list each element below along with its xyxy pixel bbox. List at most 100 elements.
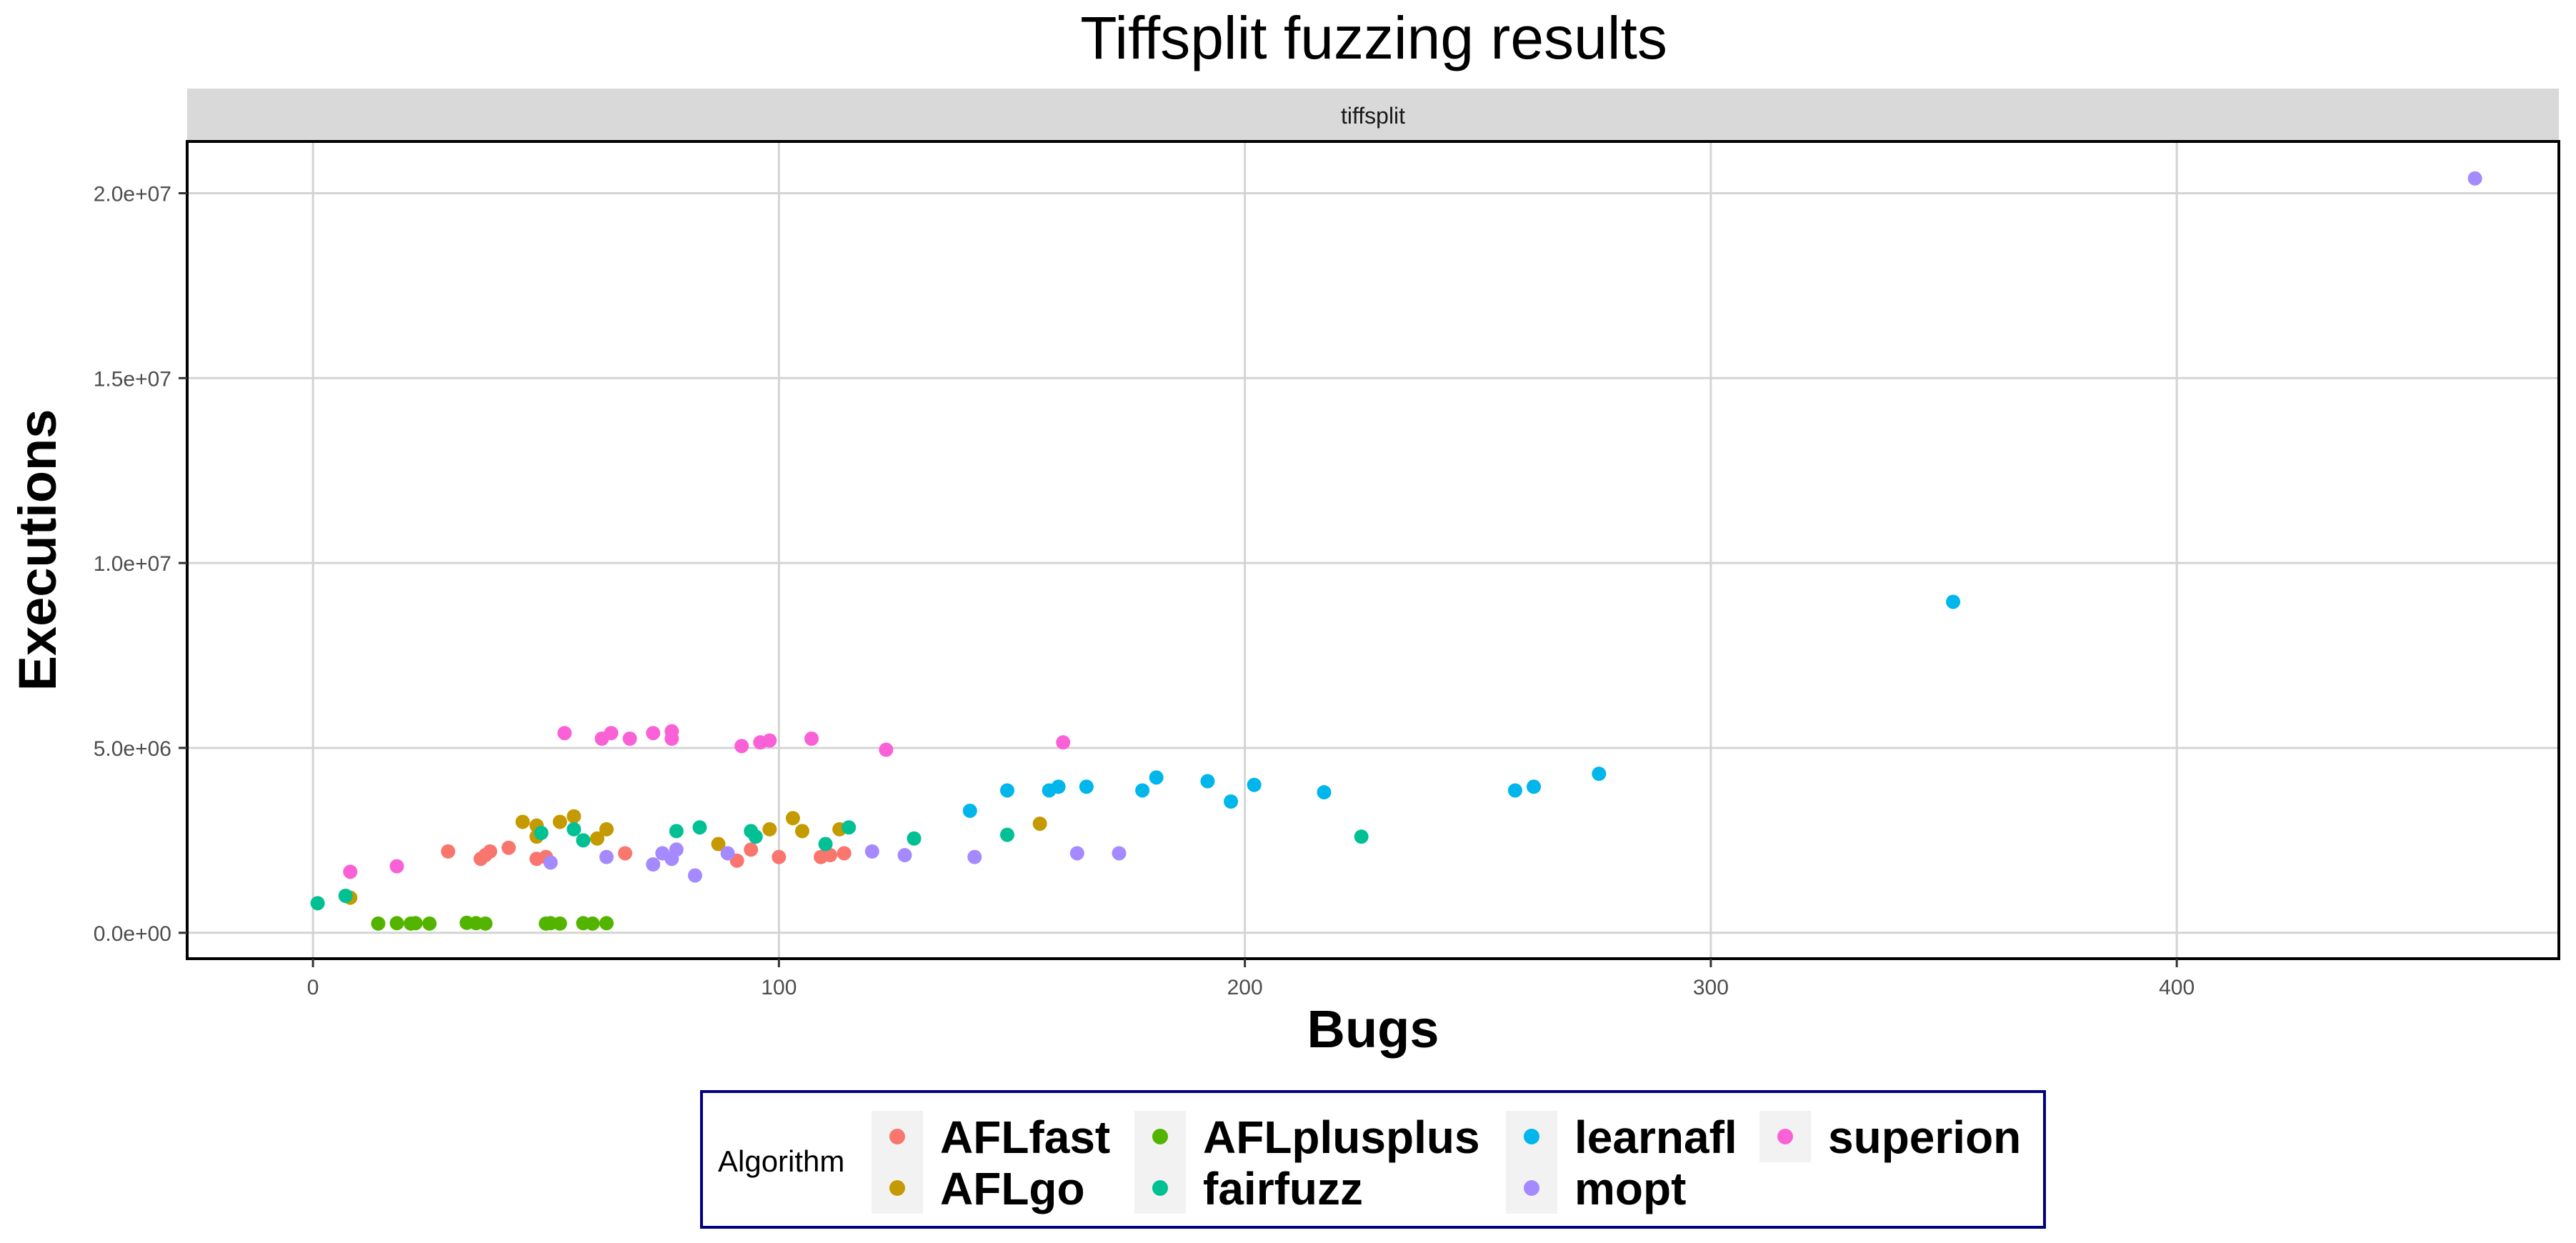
plot-panel-border — [186, 140, 2560, 960]
x-axis: 0 100 200 300 400 — [307, 959, 2195, 999]
data-point-aflfast — [501, 840, 516, 855]
data-point-learnafl — [1247, 777, 1262, 792]
data-point-superion — [1056, 735, 1071, 750]
data-point-learnafl — [1135, 783, 1150, 798]
facet-strip — [187, 89, 2559, 141]
data-point-fairfuzz — [566, 822, 581, 837]
data-point-learnafl — [1507, 783, 1522, 798]
data-point-fairfuzz — [692, 820, 707, 835]
data-point-fairfuzz — [907, 831, 922, 846]
data-point-learnafl — [999, 783, 1014, 798]
data-point-aflfast — [772, 849, 787, 864]
data-point-mopt — [720, 846, 735, 861]
data-point-learnafl — [1051, 779, 1066, 794]
data-point-aflplusplus — [389, 916, 404, 931]
data-point-fairfuzz — [1354, 829, 1369, 844]
data-point-superion — [622, 732, 637, 746]
data-point-learnafl — [1149, 770, 1164, 785]
data-point-mopt — [2467, 171, 2482, 186]
data-point-aflfast — [441, 844, 456, 859]
chart-title: Tiffsplit fuzzing results — [1080, 4, 1667, 71]
legend-title: Algorithm — [718, 1144, 844, 1178]
data-point-fairfuzz — [310, 896, 325, 911]
x-axis-title: Bugs — [1307, 999, 1439, 1059]
data-point-fairfuzz — [999, 827, 1014, 842]
data-point-aflfast — [823, 848, 838, 863]
grid-lines — [187, 141, 2559, 959]
y-tick-label: 1.5e+07 — [94, 367, 171, 391]
y-tick-label: 5.0e+06 — [94, 737, 171, 761]
legend-label-aflgo: AFLgo — [940, 1163, 1085, 1214]
data-point-aflplusplus — [478, 916, 493, 931]
data-point-learnafl — [962, 803, 977, 818]
legend-label-aflfast: AFLfast — [940, 1112, 1110, 1163]
x-tick-label: 200 — [1227, 976, 1263, 999]
legend-key-aflfast — [889, 1129, 905, 1144]
data-point-mopt — [967, 849, 982, 864]
legend-label-fairfuzz: fairfuzz — [1203, 1163, 1363, 1214]
data-point-aflgo — [566, 809, 581, 824]
y-tick-label: 0.0e+00 — [94, 922, 171, 946]
data-point-fairfuzz — [669, 824, 684, 839]
data-point-aflgo — [599, 822, 614, 837]
data-point-fairfuzz — [818, 837, 833, 852]
legend-key-fairfuzz — [1152, 1180, 1168, 1196]
data-point-superion — [734, 739, 749, 754]
data-point-mopt — [543, 855, 558, 870]
data-point-mopt — [1112, 846, 1127, 861]
data-point-fairfuzz — [576, 833, 591, 848]
data-point-aflplusplus — [408, 916, 423, 931]
x-tick-label: 400 — [2159, 976, 2195, 999]
data-point-aflgo — [1032, 817, 1047, 832]
y-axis-title: Executions — [8, 409, 67, 692]
data-point-mopt — [1069, 846, 1084, 861]
data-point-superion — [557, 726, 572, 741]
data-point-aflgo — [794, 824, 809, 839]
data-point-mopt — [864, 844, 879, 859]
legend-key-aflplusplus — [1152, 1129, 1168, 1144]
data-point-superion — [664, 732, 679, 746]
data-point-aflgo — [762, 822, 777, 837]
data-point-superion — [762, 733, 777, 748]
data-point-mopt — [599, 849, 614, 864]
data-point-fairfuzz — [842, 820, 857, 835]
data-point-mopt — [687, 868, 702, 883]
data-point-aflplusplus — [422, 916, 437, 931]
data-point-aflplusplus — [552, 916, 567, 931]
data-point-aflgo — [515, 814, 530, 829]
data-point-learnafl — [1946, 594, 1961, 609]
data-point-aflfast — [744, 842, 759, 857]
y-tick-label: 2.0e+07 — [94, 182, 171, 206]
legend-label-aflplusplus: AFLplusplus — [1203, 1112, 1480, 1163]
data-point-aflfast — [837, 846, 852, 861]
data-point-learnafl — [1592, 767, 1607, 782]
legend-label-learnafl: learnafl — [1574, 1112, 1737, 1163]
legend-key-aflgo — [889, 1180, 905, 1196]
x-tick-label: 300 — [1693, 976, 1729, 999]
y-tick-label: 1.0e+07 — [94, 552, 171, 576]
data-point-superion — [879, 742, 894, 757]
data-point-aflplusplus — [585, 916, 600, 931]
plot-panel-background — [187, 141, 2559, 959]
data-point-mopt — [669, 842, 684, 857]
data-point-aflplusplus — [599, 916, 614, 931]
legend-key-mopt — [1524, 1180, 1539, 1196]
data-point-learnafl — [1317, 785, 1332, 800]
data-point-superion — [604, 726, 619, 741]
legend-key-superion — [1777, 1129, 1793, 1144]
data-point-superion — [646, 726, 661, 741]
data-point-aflplusplus — [371, 916, 386, 931]
data-point-superion — [389, 859, 404, 874]
data-point-learnafl — [1527, 779, 1542, 794]
legend-label-mopt: mopt — [1574, 1163, 1686, 1214]
legend-box — [700, 1090, 2046, 1229]
legend-label-superion: superion — [1828, 1112, 2021, 1163]
data-point-learnafl — [1200, 774, 1215, 789]
data-point-aflfast — [482, 844, 497, 859]
data-point-aflgo — [785, 811, 800, 826]
data-point-aflgo — [552, 814, 567, 829]
facet-strip-label: tiffsplit — [1341, 103, 1405, 129]
